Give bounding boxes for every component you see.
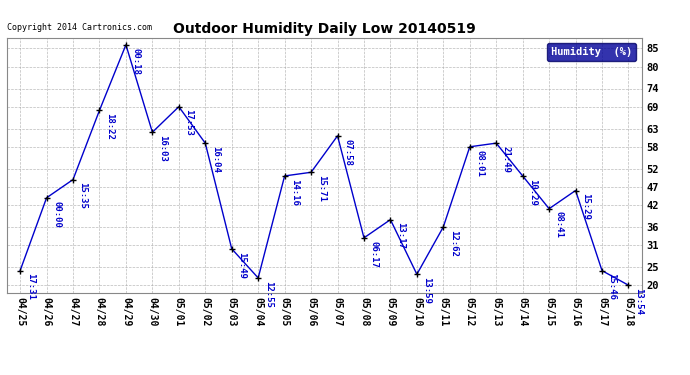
Text: 13:59: 13:59 (422, 277, 431, 304)
Text: 17:31: 17:31 (26, 273, 34, 300)
Title: Outdoor Humidity Daily Low 20140519: Outdoor Humidity Daily Low 20140519 (173, 22, 475, 36)
Text: 18:22: 18:22 (105, 113, 114, 140)
Text: 06:17: 06:17 (370, 241, 379, 267)
Text: 15:29: 15:29 (581, 193, 590, 220)
Text: 07:58: 07:58 (343, 139, 352, 165)
Text: 12:62: 12:62 (449, 230, 458, 256)
Text: 16:04: 16:04 (211, 146, 220, 173)
Text: 12:55: 12:55 (264, 281, 273, 308)
Text: 10:29: 10:29 (529, 179, 538, 206)
Text: 14:16: 14:16 (290, 179, 299, 206)
Text: 00:18: 00:18 (132, 48, 141, 75)
Text: 15:46: 15:46 (608, 273, 617, 300)
Text: 21:49: 21:49 (502, 146, 511, 173)
Text: 13:54: 13:54 (634, 288, 643, 315)
Text: 08:41: 08:41 (555, 211, 564, 238)
Text: Copyright 2014 Cartronics.com: Copyright 2014 Cartronics.com (7, 23, 152, 32)
Legend: Humidity  (%): Humidity (%) (547, 43, 636, 61)
Text: 15:49: 15:49 (237, 252, 246, 279)
Text: 13:17: 13:17 (396, 222, 405, 249)
Text: 08:01: 08:01 (475, 150, 484, 177)
Text: 15:35: 15:35 (79, 182, 88, 209)
Text: 00:00: 00:00 (52, 201, 61, 228)
Text: 17:53: 17:53 (184, 110, 193, 136)
Text: 15:71: 15:71 (317, 175, 326, 202)
Text: 16:03: 16:03 (158, 135, 167, 162)
